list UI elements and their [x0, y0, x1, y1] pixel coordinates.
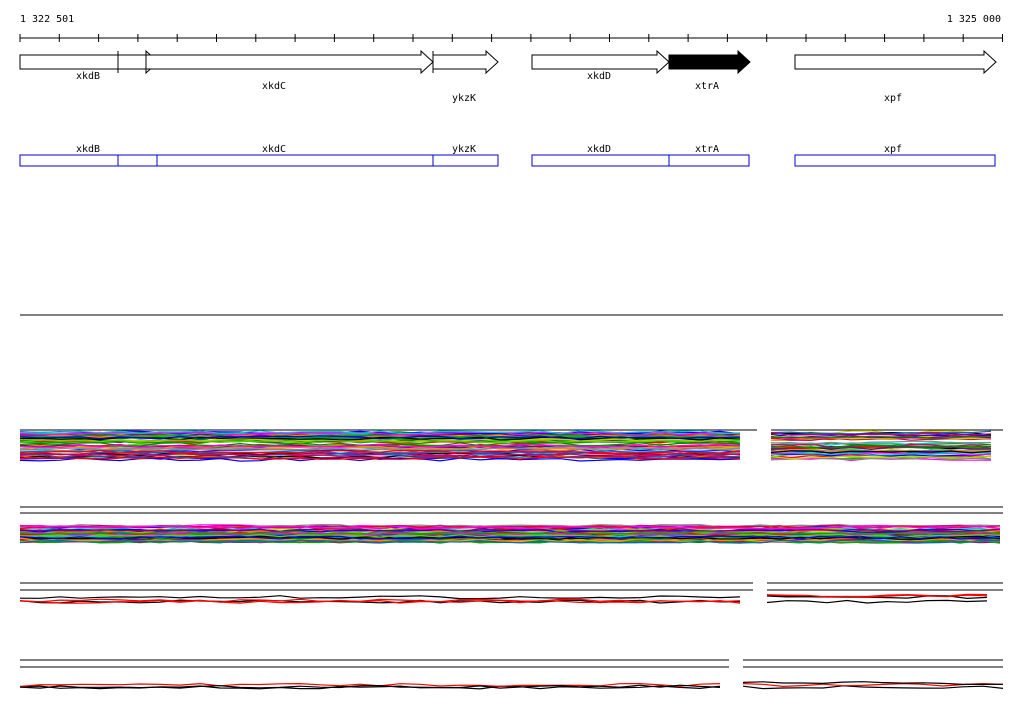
expression-trace — [770, 446, 992, 450]
gene-label: xpf — [884, 93, 902, 104]
expression-trace — [770, 435, 992, 439]
gene-label: xkdB — [76, 71, 100, 82]
expression-trace — [742, 681, 1004, 686]
expression-trace — [19, 435, 741, 440]
expression-trace — [770, 450, 992, 454]
expression-trace — [19, 533, 1001, 538]
expression-trace — [19, 528, 1001, 533]
expression-trace — [770, 444, 992, 449]
expression-trace — [19, 439, 741, 444]
annotation-box — [156, 154, 434, 167]
expression-trace — [766, 594, 988, 598]
expression-trace — [770, 435, 992, 439]
annotation-box — [19, 154, 119, 167]
expression-trace — [19, 434, 741, 439]
expression-trace — [19, 525, 1001, 530]
gene-box — [19, 54, 119, 70]
ruler-end: 1 325 000 — [947, 14, 1001, 25]
annotation-label: xkdB — [76, 144, 100, 155]
expression-trace — [19, 598, 741, 603]
expression-trace — [19, 430, 741, 435]
expression-trace — [770, 440, 992, 445]
gene-arrow-selected — [668, 49, 751, 75]
expression-trace — [19, 539, 1001, 544]
expression-trace — [20, 446, 741, 451]
expression-trace — [766, 599, 988, 604]
annotation-boxes — [19, 154, 996, 167]
annotation-label: xtrA — [695, 144, 719, 155]
expression-trace — [19, 447, 741, 452]
annotation-label: xkdD — [587, 144, 611, 155]
expression-trace — [770, 455, 992, 460]
expression-trace — [19, 530, 1001, 535]
annotation-box — [432, 154, 499, 167]
gene-label: xkdC — [262, 81, 286, 92]
gene-arrow — [432, 49, 499, 75]
annotation-box — [668, 154, 750, 167]
expression-trace — [19, 452, 741, 457]
gene-arrow — [145, 49, 434, 75]
gene-label: xtrA — [695, 81, 719, 92]
expression-trace — [19, 455, 741, 460]
annotation-box — [531, 154, 670, 167]
ruler-ticks — [19, 34, 1003, 42]
expression-trace — [19, 599, 741, 604]
expression-trace — [770, 448, 992, 453]
annotation-label: ykzK — [452, 144, 476, 155]
expression-tracks — [19, 429, 1004, 690]
gene-arrow — [531, 49, 670, 75]
expression-trace — [19, 450, 741, 455]
expression-trace — [19, 595, 741, 600]
expression-trace — [19, 684, 721, 689]
gene-label: ykzK — [452, 93, 476, 104]
annotation-box — [117, 154, 158, 167]
ruler-start: 1 322 501 — [20, 14, 74, 25]
expression-trace — [770, 430, 992, 435]
gene-label: xkdD — [587, 71, 611, 82]
annotation-box — [794, 154, 996, 167]
annotation-label: xpf — [884, 144, 902, 155]
gene-arrow — [794, 49, 997, 75]
expression-trace — [770, 431, 992, 436]
expression-trace — [770, 451, 992, 456]
expression-trace — [19, 443, 741, 448]
expression-trace — [19, 523, 1001, 529]
expression-trace — [19, 599, 741, 604]
expression-trace — [19, 535, 1001, 540]
expression-trace — [742, 685, 1004, 690]
gene-arrows — [19, 49, 997, 75]
annotation-label: xkdC — [262, 144, 286, 155]
expression-trace — [19, 449, 741, 454]
